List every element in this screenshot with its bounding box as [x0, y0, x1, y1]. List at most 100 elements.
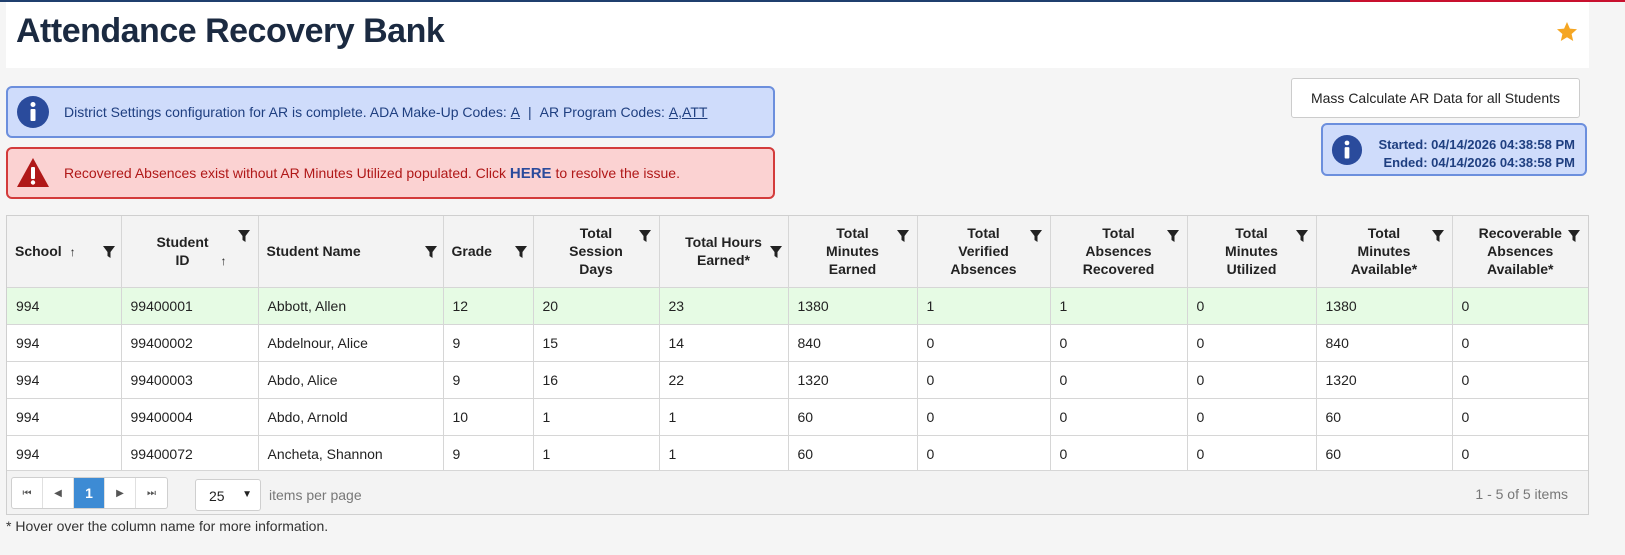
column-header-total-minutes-available[interactable]: Total Minutes Available* [1316, 216, 1453, 288]
page-header: Attendance Recovery Bank [6, 2, 1589, 68]
mass-calculate-button[interactable]: Mass Calculate AR Data for all Students [1291, 78, 1580, 118]
cell-hours-earned: 1 [659, 435, 789, 473]
cell-student-name: Ancheta, Shannon [258, 435, 444, 473]
first-page-icon[interactable]: ⏮ [12, 478, 43, 508]
cell-minutes-utilized: 0 [1187, 398, 1317, 436]
cell-hours-earned: 14 [659, 324, 789, 362]
column-header-total-session-days[interactable]: Total Session Days [533, 216, 660, 288]
filter-icon[interactable] [769, 246, 782, 258]
filter-icon[interactable] [1431, 230, 1444, 242]
cell-minutes-available: 1380 [1316, 287, 1453, 325]
filter-icon[interactable] [237, 230, 250, 242]
table-row[interactable]: 994 99400004 Abdo, Arnold 10 1 1 60 0 0 … [7, 398, 1588, 436]
info-icon [17, 96, 49, 128]
cell-grade: 9 [443, 324, 534, 362]
cell-absences-recovered: 0 [1050, 324, 1188, 362]
cell-grade: 9 [443, 361, 534, 399]
cell-minutes-earned: 60 [788, 398, 918, 436]
filter-icon[interactable] [1166, 230, 1179, 242]
column-header-student-id[interactable]: Student ID ↑ [121, 216, 259, 288]
cell-minutes-earned: 60 [788, 435, 918, 473]
cell-absences-recovered: 1 [1050, 287, 1188, 325]
column-header-total-minutes-utilized[interactable]: Total Minutes Utilized [1187, 216, 1317, 288]
cell-absences-recovered: 0 [1050, 361, 1188, 399]
cell-session-days: 20 [533, 287, 660, 325]
chevron-down-icon: ▼ [242, 489, 252, 500]
page-size-select[interactable]: 25 ▼ [195, 479, 261, 511]
cell-minutes-utilized: 0 [1187, 361, 1317, 399]
column-header-total-absences-recovered[interactable]: Total Absences Recovered [1050, 216, 1188, 288]
cell-school: 994 [7, 324, 122, 362]
column-header-school[interactable]: School ↑ [7, 216, 122, 288]
data-table: School ↑ Student ID ↑ Student Name Grade T… [7, 216, 1588, 473]
filter-icon[interactable] [896, 230, 909, 242]
table-row[interactable]: 994 99400072 Ancheta, Shannon 9 1 1 60 0… [7, 435, 1588, 473]
filter-icon[interactable] [102, 246, 115, 258]
pagination-bar: ⏮ ◀ 1 ▶ ⏭ 25 ▼ items per page 1 - 5 of 5… [7, 470, 1588, 514]
cell-student-id: 99400001 [121, 287, 259, 325]
warning-alert: Recovered Absences exist without AR Minu… [6, 147, 775, 199]
ada-code-link[interactable]: A [510, 104, 520, 120]
cell-school: 994 [7, 287, 122, 325]
cell-minutes-available: 840 [1316, 324, 1453, 362]
sort-ascending-icon[interactable]: ↑ [69, 244, 76, 259]
table-header-row: School ↑ Student ID ↑ Student Name Grade T… [7, 216, 1588, 288]
items-per-page-label: items per page [269, 487, 362, 503]
sort-ascending-icon[interactable]: ↑ [220, 253, 227, 268]
cell-recoverable-absences: 0 [1452, 398, 1588, 436]
cell-hours-earned: 23 [659, 287, 789, 325]
cell-verified-absences: 0 [917, 435, 1051, 473]
info-alert: District Settings configuration for AR i… [6, 86, 775, 138]
cell-verified-absences: 0 [917, 324, 1051, 362]
cell-verified-absences: 0 [917, 398, 1051, 436]
previous-page-icon[interactable]: ◀ [43, 478, 74, 508]
column-header-recoverable-absences-available[interactable]: Recoverable Absences Available* [1452, 216, 1588, 288]
column-header-grade[interactable]: Grade [443, 216, 534, 288]
column-header-total-verified-absences[interactable]: Total Verified Absences [917, 216, 1051, 288]
cell-grade: 10 [443, 398, 534, 436]
cell-minutes-utilized: 0 [1187, 287, 1317, 325]
current-page-button[interactable]: 1 [74, 478, 105, 508]
column-header-student-name[interactable]: Student Name [258, 216, 444, 288]
next-page-icon[interactable]: ▶ [105, 478, 136, 508]
cell-session-days: 15 [533, 324, 660, 362]
cell-student-name: Abdo, Arnold [258, 398, 444, 436]
cell-recoverable-absences: 0 [1452, 435, 1588, 473]
top-accent-line [0, 0, 1350, 2]
filter-icon[interactable] [514, 246, 527, 258]
cell-student-name: Abdelnour, Alice [258, 324, 444, 362]
filter-icon[interactable] [1029, 230, 1042, 242]
cell-minutes-utilized: 0 [1187, 435, 1317, 473]
filter-icon[interactable] [1568, 230, 1580, 242]
attendance-recovery-grid: School ↑ Student ID ↑ Student Name Grade T… [6, 215, 1589, 515]
filter-icon[interactable] [424, 246, 437, 258]
cell-student-name: Abbott, Allen [258, 287, 444, 325]
filter-icon[interactable] [1295, 230, 1308, 242]
cell-minutes-available: 60 [1316, 398, 1453, 436]
cell-session-days: 1 [533, 435, 660, 473]
cell-minutes-available: 1320 [1316, 361, 1453, 399]
cell-minutes-earned: 840 [788, 324, 918, 362]
cell-minutes-utilized: 0 [1187, 324, 1317, 362]
ended-timestamp: Ended: 04/14/2026 04:38:58 PM [1383, 155, 1576, 170]
footnote: * Hover over the column name for more in… [6, 518, 329, 534]
top-accent-line-red [1350, 0, 1625, 2]
program-codes-link[interactable]: A,ATT [668, 104, 708, 120]
warning-alert-text-after: to resolve the issue. [555, 165, 680, 181]
cell-absences-recovered: 0 [1050, 398, 1188, 436]
cell-session-days: 1 [533, 398, 660, 436]
filter-icon[interactable] [638, 230, 651, 242]
table-row[interactable]: 994 99400003 Abdo, Alice 9 16 22 1320 0 … [7, 361, 1588, 399]
pagination-nav: ⏮ ◀ 1 ▶ ⏭ [11, 477, 168, 509]
cell-school: 994 [7, 361, 122, 399]
cell-school: 994 [7, 398, 122, 436]
cell-recoverable-absences: 0 [1452, 361, 1588, 399]
last-page-icon[interactable]: ⏭ [147, 487, 156, 499]
table-row[interactable]: 994 99400001 Abbott, Allen 12 20 23 1380… [7, 287, 1588, 325]
cell-grade: 12 [443, 287, 534, 325]
star-icon[interactable] [1555, 20, 1579, 44]
resolve-here-link[interactable]: HERE [509, 164, 552, 182]
column-header-total-hours-earned[interactable]: Total Hours Earned* [659, 216, 789, 288]
table-row[interactable]: 994 99400002 Abdelnour, Alice 9 15 14 84… [7, 324, 1588, 362]
column-header-total-minutes-earned[interactable]: Total Minutes Earned [788, 216, 918, 288]
